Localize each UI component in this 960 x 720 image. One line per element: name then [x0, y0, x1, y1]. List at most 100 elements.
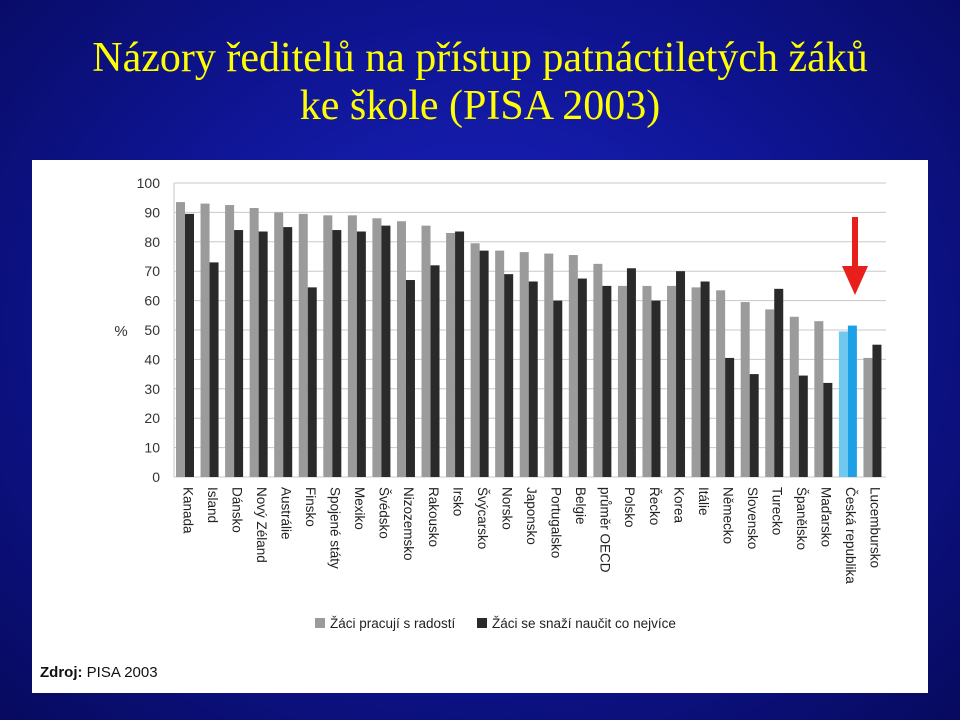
bar-learn	[185, 213, 194, 477]
x-category-label: Rakousko	[426, 487, 441, 547]
x-category-label: Maďarsko	[819, 487, 834, 547]
x-category-label: Německo	[720, 487, 735, 544]
bar-joy	[200, 203, 210, 477]
bar-learn	[651, 300, 661, 477]
x-axis-labels: Kanada Island Dánsko Nový Zéland Austrálie Fi…	[180, 487, 882, 584]
bar-joy	[495, 250, 505, 477]
y-tick-label: 50	[144, 322, 160, 338]
arrow-head	[842, 266, 868, 295]
x-category-label: Lucembursko	[868, 487, 883, 568]
x-category-label: Dánsko	[229, 487, 244, 533]
bar-joy	[544, 253, 554, 477]
x-category-label: Belgie	[573, 487, 588, 525]
legend-label-joy: Žáci pracují s radostí	[330, 616, 456, 631]
y-tick-label: 20	[144, 410, 160, 426]
bar-learn	[626, 268, 636, 477]
source-note: Zdroj: PISA 2003	[40, 664, 158, 681]
down-arrow-icon	[842, 217, 868, 295]
x-category-label: Švédsko	[377, 487, 392, 539]
legend-swatch-joy	[315, 618, 325, 628]
x-category-label: Portugalsko	[549, 487, 564, 558]
y-tick-label: 60	[144, 293, 160, 309]
x-category-label: Irsko	[450, 487, 465, 516]
bar-joy	[347, 215, 357, 477]
x-category-label: Kanada	[180, 487, 195, 534]
bar-joy	[642, 285, 652, 477]
y-tick-label: 100	[137, 175, 161, 191]
bar-joy	[519, 252, 529, 477]
bar-learn	[577, 278, 587, 477]
bar-learn	[283, 227, 293, 477]
bar-learn	[725, 357, 735, 477]
x-category-label: Norsko	[499, 487, 514, 530]
bar-learn	[676, 271, 686, 477]
x-category-label: Mexiko	[352, 487, 367, 530]
bar-joy	[814, 321, 824, 477]
bar-joy	[617, 285, 627, 477]
bar-joy	[323, 215, 333, 477]
bar-learn	[405, 280, 415, 477]
x-category-label: Japonsko	[524, 487, 539, 545]
source-label: Zdroj:	[40, 664, 83, 681]
legend-label-learn: Žáci se snaží naučit co nejvíce	[492, 616, 676, 631]
x-category-label: Slovensko	[745, 487, 760, 549]
bar-joy	[740, 302, 750, 477]
bar-joy	[396, 221, 406, 477]
x-category-label: Itálie	[696, 487, 711, 516]
x-category-label: Španělsko	[794, 487, 809, 550]
bar-learn	[847, 325, 857, 477]
x-category-label: Spojené státy	[328, 487, 343, 569]
y-tick-label: 30	[144, 381, 160, 397]
bar-learn	[209, 262, 219, 477]
y-axis-label: %	[114, 323, 127, 340]
y-axis-ticks: 0 10 20 30 40 50 60 70 80 90 100	[137, 175, 161, 485]
bar-chart: 0 10 20 30 40 50 60 70 80 90 100 % Kanada Island Dán…	[114, 175, 886, 631]
bar-learn	[430, 265, 440, 477]
bar-joy	[789, 316, 799, 477]
bar-joy	[765, 309, 775, 477]
x-category-label: Nizozemsko	[401, 487, 416, 561]
bar-joy	[176, 202, 185, 478]
bar-joy	[716, 290, 726, 477]
x-category-label: Finsko	[303, 487, 318, 527]
x-category-label: Švýcarsko	[475, 487, 490, 549]
bar-learn	[553, 300, 563, 477]
bar-joy	[421, 225, 431, 477]
x-category-label: Nový Zéland	[254, 487, 269, 563]
y-tick-label: 80	[144, 234, 160, 250]
slide-title-line-2: ke škole (PISA 2003)	[299, 83, 661, 129]
bar-learn	[700, 281, 710, 477]
y-tick-label: 40	[144, 351, 160, 367]
x-category-label: Česká republika	[843, 487, 858, 584]
x-category-label: Řecko	[647, 487, 662, 525]
bar-joy	[298, 213, 308, 477]
bar-learn	[307, 287, 317, 477]
x-category-label: Korea	[671, 487, 686, 524]
bar-learn	[823, 382, 833, 477]
bar-learn	[455, 231, 465, 477]
bar-joy	[568, 255, 578, 477]
bar-learn	[479, 250, 489, 477]
source-value: PISA 2003	[86, 664, 158, 681]
y-tick-label: 70	[144, 263, 160, 279]
legend: Žáci pracují s radostí Žáci se snaží nau…	[315, 616, 676, 631]
bar-learn	[528, 281, 538, 477]
x-category-label: Austrálie	[278, 487, 293, 540]
bar-joy	[249, 207, 259, 478]
bar-learn	[774, 288, 784, 477]
y-tick-label: 90	[144, 204, 160, 220]
bar-joy	[691, 287, 701, 477]
y-tick-label: 0	[152, 469, 160, 485]
bar-learn	[258, 231, 268, 477]
bar-joy	[446, 232, 456, 477]
chart-panel: 0 10 20 30 40 50 60 70 80 90 100 % Kanada Island Dán…	[32, 160, 928, 693]
bar-joy	[470, 243, 480, 477]
slide-title-line-1: Názory ředitelů na přístup patnáctiletýc…	[92, 35, 868, 81]
x-category-label: Turecko	[770, 487, 785, 535]
y-tick-label: 10	[144, 440, 160, 456]
slide-title: Názory ředitelů na přístup patnáctiletýc…	[0, 34, 960, 130]
bar-learn	[234, 230, 244, 477]
legend-swatch-learn	[477, 618, 487, 628]
bar-learn	[602, 285, 612, 477]
x-category-label: Island	[205, 487, 220, 523]
